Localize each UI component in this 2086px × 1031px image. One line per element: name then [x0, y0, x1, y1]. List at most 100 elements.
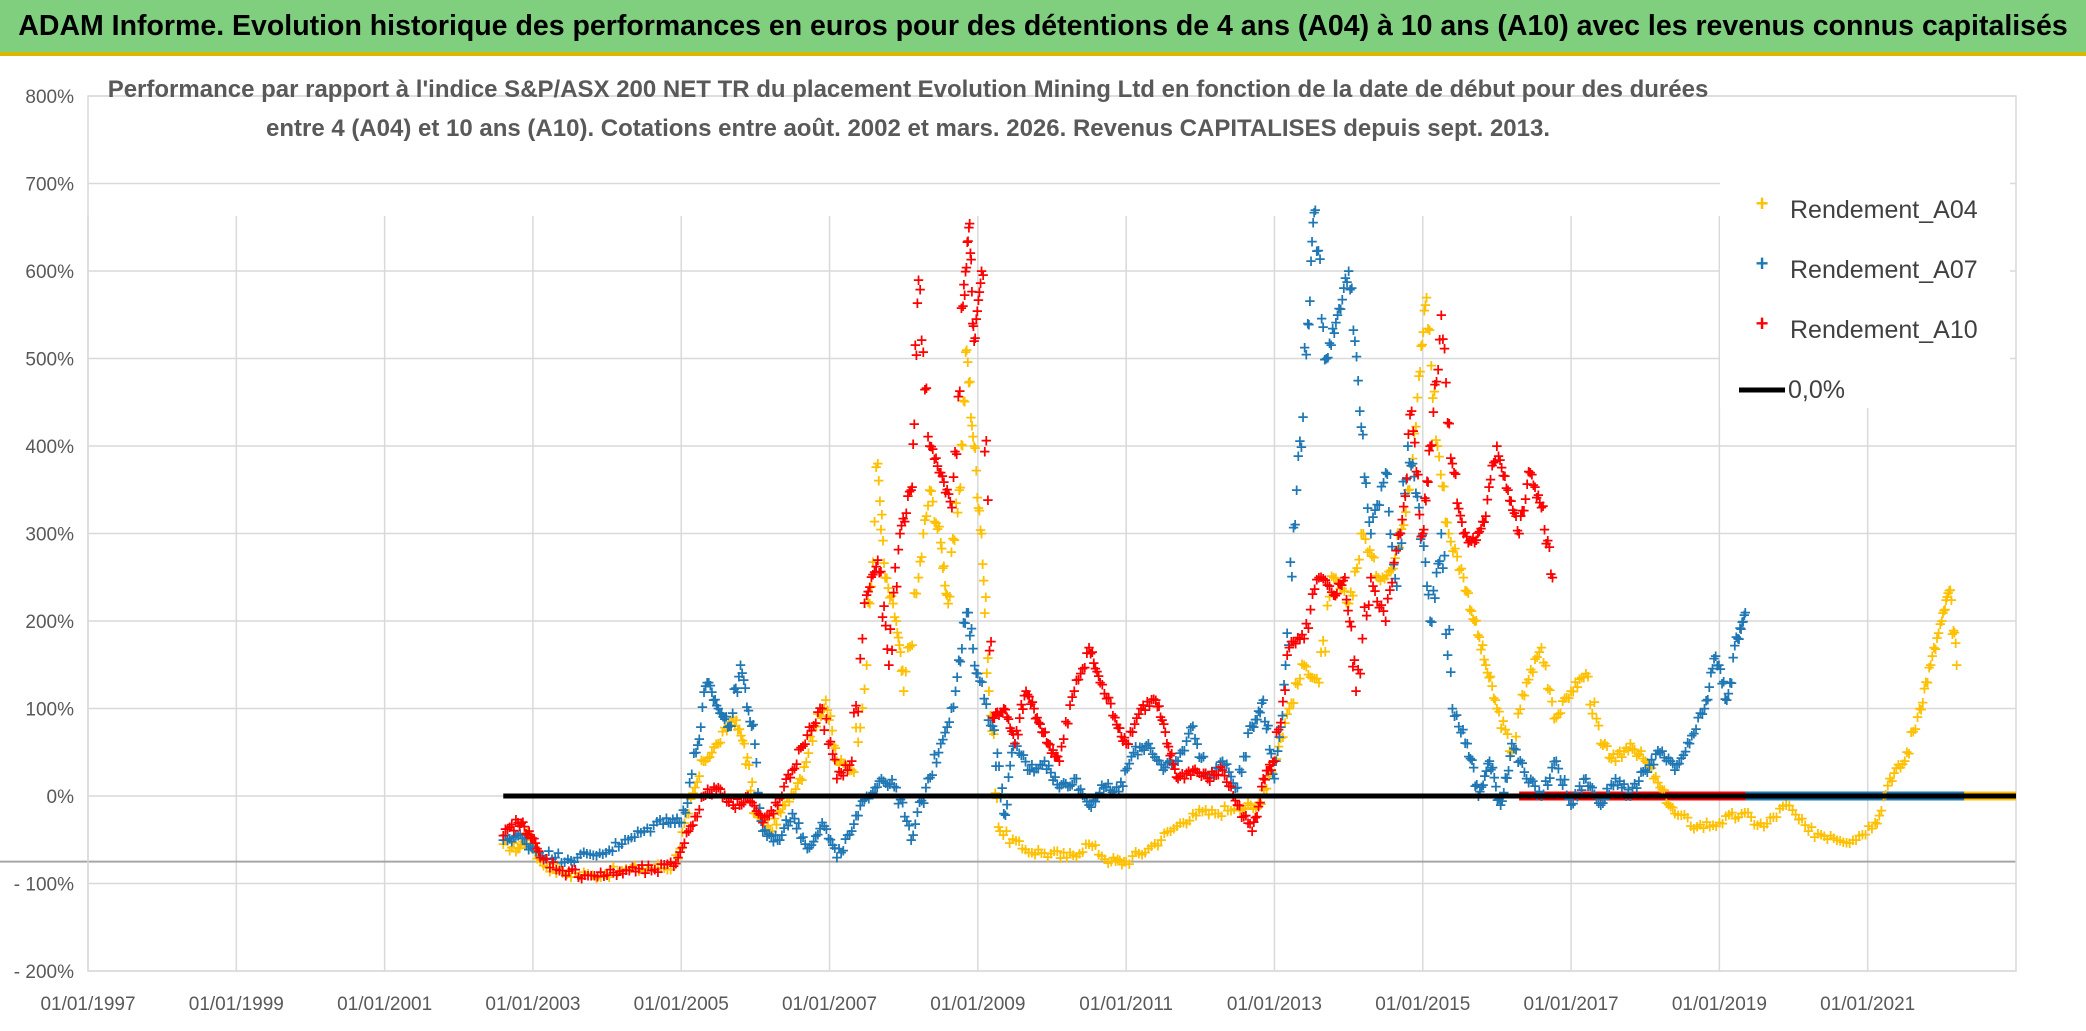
data-point: +: [1300, 346, 1313, 364]
data-point: +: [959, 343, 972, 361]
data-point: +: [1943, 581, 1956, 599]
chart-title-line-1: Performance par rapport à l'indice S&P/A…: [108, 76, 1709, 103]
data-point: +: [512, 840, 525, 858]
data-point: +: [833, 755, 846, 773]
data-point: +: [720, 721, 733, 739]
data-point: +: [1354, 665, 1367, 683]
data-point: +: [887, 594, 900, 612]
data-point: +: [906, 478, 919, 496]
data-point: +: [1338, 582, 1351, 600]
data-point: +: [597, 845, 610, 863]
y-tick-label: 800%: [25, 87, 74, 108]
data-point: +: [1076, 843, 1089, 861]
data-point: +: [1514, 700, 1527, 718]
data-point: +: [1866, 820, 1879, 838]
data-point: +: [1225, 801, 1238, 819]
data-point: +: [1603, 748, 1616, 766]
data-point: +: [1447, 542, 1460, 560]
data-point: +: [981, 664, 994, 682]
data-point: +: [1594, 735, 1607, 753]
data-point: +: [1754, 814, 1767, 832]
data-point: +: [584, 845, 597, 863]
data-point: +: [1499, 721, 1512, 739]
data-point: +: [885, 587, 898, 605]
data-point: +: [1263, 767, 1276, 785]
data-point: +: [1573, 670, 1586, 688]
data-point: +: [648, 860, 661, 878]
data-point: +: [611, 863, 624, 881]
x-tick-label: 01/01/1997: [40, 994, 135, 1015]
data-point: +: [515, 836, 528, 854]
data-point: +: [1462, 584, 1475, 602]
data-point: +: [1449, 465, 1462, 483]
data-point: +: [854, 718, 867, 736]
data-point: +: [710, 735, 723, 753]
data-point: +: [678, 814, 691, 832]
data-point: +: [1481, 664, 1494, 682]
data-point: +: [1304, 292, 1317, 310]
data-point: +: [930, 514, 943, 532]
data-point: +: [546, 850, 559, 868]
data-point: +: [689, 778, 702, 796]
data-point: +: [966, 416, 979, 434]
data-point: +: [1240, 747, 1253, 765]
data-point: +: [1505, 743, 1518, 761]
data-point: +: [1123, 855, 1136, 873]
data-point: +: [1332, 574, 1345, 592]
data-point: +: [1406, 449, 1419, 467]
data-point: +: [1697, 819, 1710, 837]
data-point: +: [1370, 567, 1383, 585]
data-point: +: [1558, 689, 1571, 707]
data-point: +: [590, 846, 603, 864]
data-point: +: [1716, 815, 1729, 833]
data-point: +: [908, 584, 921, 602]
data-point: +: [890, 612, 903, 630]
data-point: +: [528, 838, 541, 856]
data-point: +: [971, 489, 984, 507]
data-point: +: [835, 751, 848, 769]
data-point: +: [577, 843, 590, 861]
data-point: +: [1533, 643, 1546, 661]
data-point: +: [1111, 850, 1124, 868]
data-point: +: [983, 682, 996, 700]
data-point: +: [1871, 814, 1884, 832]
data-point: +: [904, 638, 917, 656]
data-point: +: [854, 649, 867, 667]
data-point: +: [1901, 743, 1914, 761]
data-point: +: [919, 511, 932, 529]
data-point: +: [1554, 704, 1567, 722]
data-point: +: [645, 859, 658, 877]
data-point: +: [1289, 515, 1302, 533]
data-point: +: [764, 822, 777, 840]
data-point: +: [1099, 850, 1112, 868]
data-point: +: [1808, 828, 1821, 846]
data-point: +: [516, 829, 529, 847]
data-point: +: [1294, 670, 1307, 688]
data-point: +: [1869, 813, 1882, 831]
data-point: +: [837, 754, 850, 772]
data-point: +: [1643, 758, 1656, 776]
data-point: +: [963, 215, 976, 233]
data-point: +: [1380, 566, 1393, 584]
data-point: +: [512, 826, 525, 844]
data-point: +: [950, 445, 963, 463]
data-point: +: [910, 584, 923, 602]
data-point: +: [1483, 668, 1496, 686]
x-tick-label: 01/01/2011: [1079, 994, 1173, 1015]
data-point: +: [1136, 846, 1149, 864]
data-point: +: [1334, 579, 1347, 597]
data-point: +: [1567, 683, 1580, 701]
data-point: +: [1688, 820, 1701, 838]
data-point: +: [955, 435, 968, 453]
data-point: +: [758, 811, 771, 829]
data-point: +: [1575, 669, 1588, 687]
data-point: +: [1476, 636, 1489, 654]
data-point: +: [499, 826, 512, 844]
data-point: +: [1041, 848, 1054, 866]
legend-marker-a10: +: [1756, 311, 1769, 336]
data-point: +: [982, 649, 995, 667]
data-point: +: [1438, 546, 1451, 564]
data-point: +: [1057, 843, 1070, 861]
data-point: +: [874, 492, 887, 510]
data-point: +: [1875, 801, 1888, 819]
